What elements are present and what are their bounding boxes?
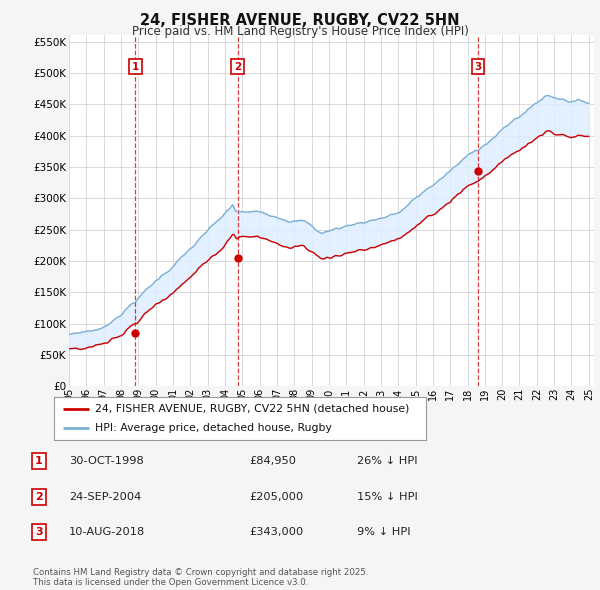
Text: 26% ↓ HPI: 26% ↓ HPI [357, 457, 418, 466]
Text: £343,000: £343,000 [249, 527, 303, 537]
Text: 24-SEP-2004: 24-SEP-2004 [69, 492, 141, 502]
Text: 24, FISHER AVENUE, RUGBY, CV22 5HN: 24, FISHER AVENUE, RUGBY, CV22 5HN [140, 13, 460, 28]
Text: 3: 3 [35, 527, 43, 537]
Text: 9% ↓ HPI: 9% ↓ HPI [357, 527, 410, 537]
Text: 2: 2 [234, 62, 241, 72]
Text: £84,950: £84,950 [249, 457, 296, 466]
Text: HPI: Average price, detached house, Rugby: HPI: Average price, detached house, Rugb… [95, 423, 332, 433]
Text: 3: 3 [474, 62, 482, 72]
Text: 1: 1 [132, 62, 139, 72]
Text: 2: 2 [35, 492, 43, 502]
Text: £205,000: £205,000 [249, 492, 303, 502]
Text: 15% ↓ HPI: 15% ↓ HPI [357, 492, 418, 502]
Text: Contains HM Land Registry data © Crown copyright and database right 2025.
This d: Contains HM Land Registry data © Crown c… [33, 568, 368, 587]
Text: 10-AUG-2018: 10-AUG-2018 [69, 527, 145, 537]
Text: 1: 1 [35, 457, 43, 466]
Text: Price paid vs. HM Land Registry's House Price Index (HPI): Price paid vs. HM Land Registry's House … [131, 25, 469, 38]
Text: 24, FISHER AVENUE, RUGBY, CV22 5HN (detached house): 24, FISHER AVENUE, RUGBY, CV22 5HN (deta… [95, 404, 409, 414]
Text: 30-OCT-1998: 30-OCT-1998 [69, 457, 144, 466]
